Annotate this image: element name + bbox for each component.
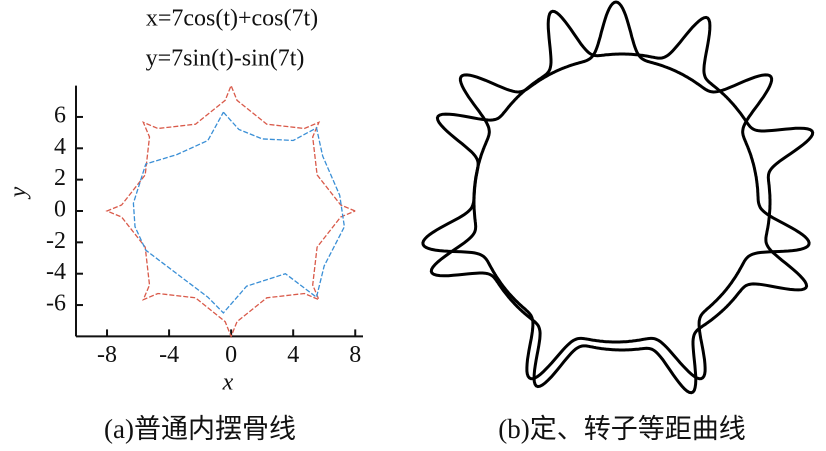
y-tick-label: 0: [54, 197, 66, 223]
curve: [132, 111, 346, 314]
x-axis-label: x: [222, 370, 234, 396]
x-tick-label: 8: [349, 342, 361, 368]
y-tick-label: -2: [46, 228, 66, 254]
x-tick-label: 4: [287, 342, 299, 368]
caption-a: (a)普通内摆骨线: [104, 414, 296, 444]
rotor-diagram: [421, 0, 815, 395]
curve: [105, 83, 356, 339]
x-tick-label: -8: [97, 342, 117, 368]
y-tick-label: 6: [54, 102, 66, 128]
chart-title: x=7cos(t)+cos(7t): [146, 6, 318, 32]
rotor-curve: [421, 0, 811, 381]
y-axis-label: y: [6, 186, 32, 199]
y-tick-label: -4: [46, 259, 66, 285]
stator-curve: [429, 9, 815, 395]
chart-subtitle: y=7sin(t)-sin(7t): [146, 46, 305, 72]
x-tick-label: 0: [225, 342, 237, 368]
y-tick-label: -6: [46, 291, 66, 317]
caption-b: (b)定、转子等距曲线: [498, 414, 745, 444]
y-tick-label: 2: [54, 165, 66, 191]
x-tick-label: -4: [159, 342, 179, 368]
y-tick-label: 4: [54, 134, 66, 160]
